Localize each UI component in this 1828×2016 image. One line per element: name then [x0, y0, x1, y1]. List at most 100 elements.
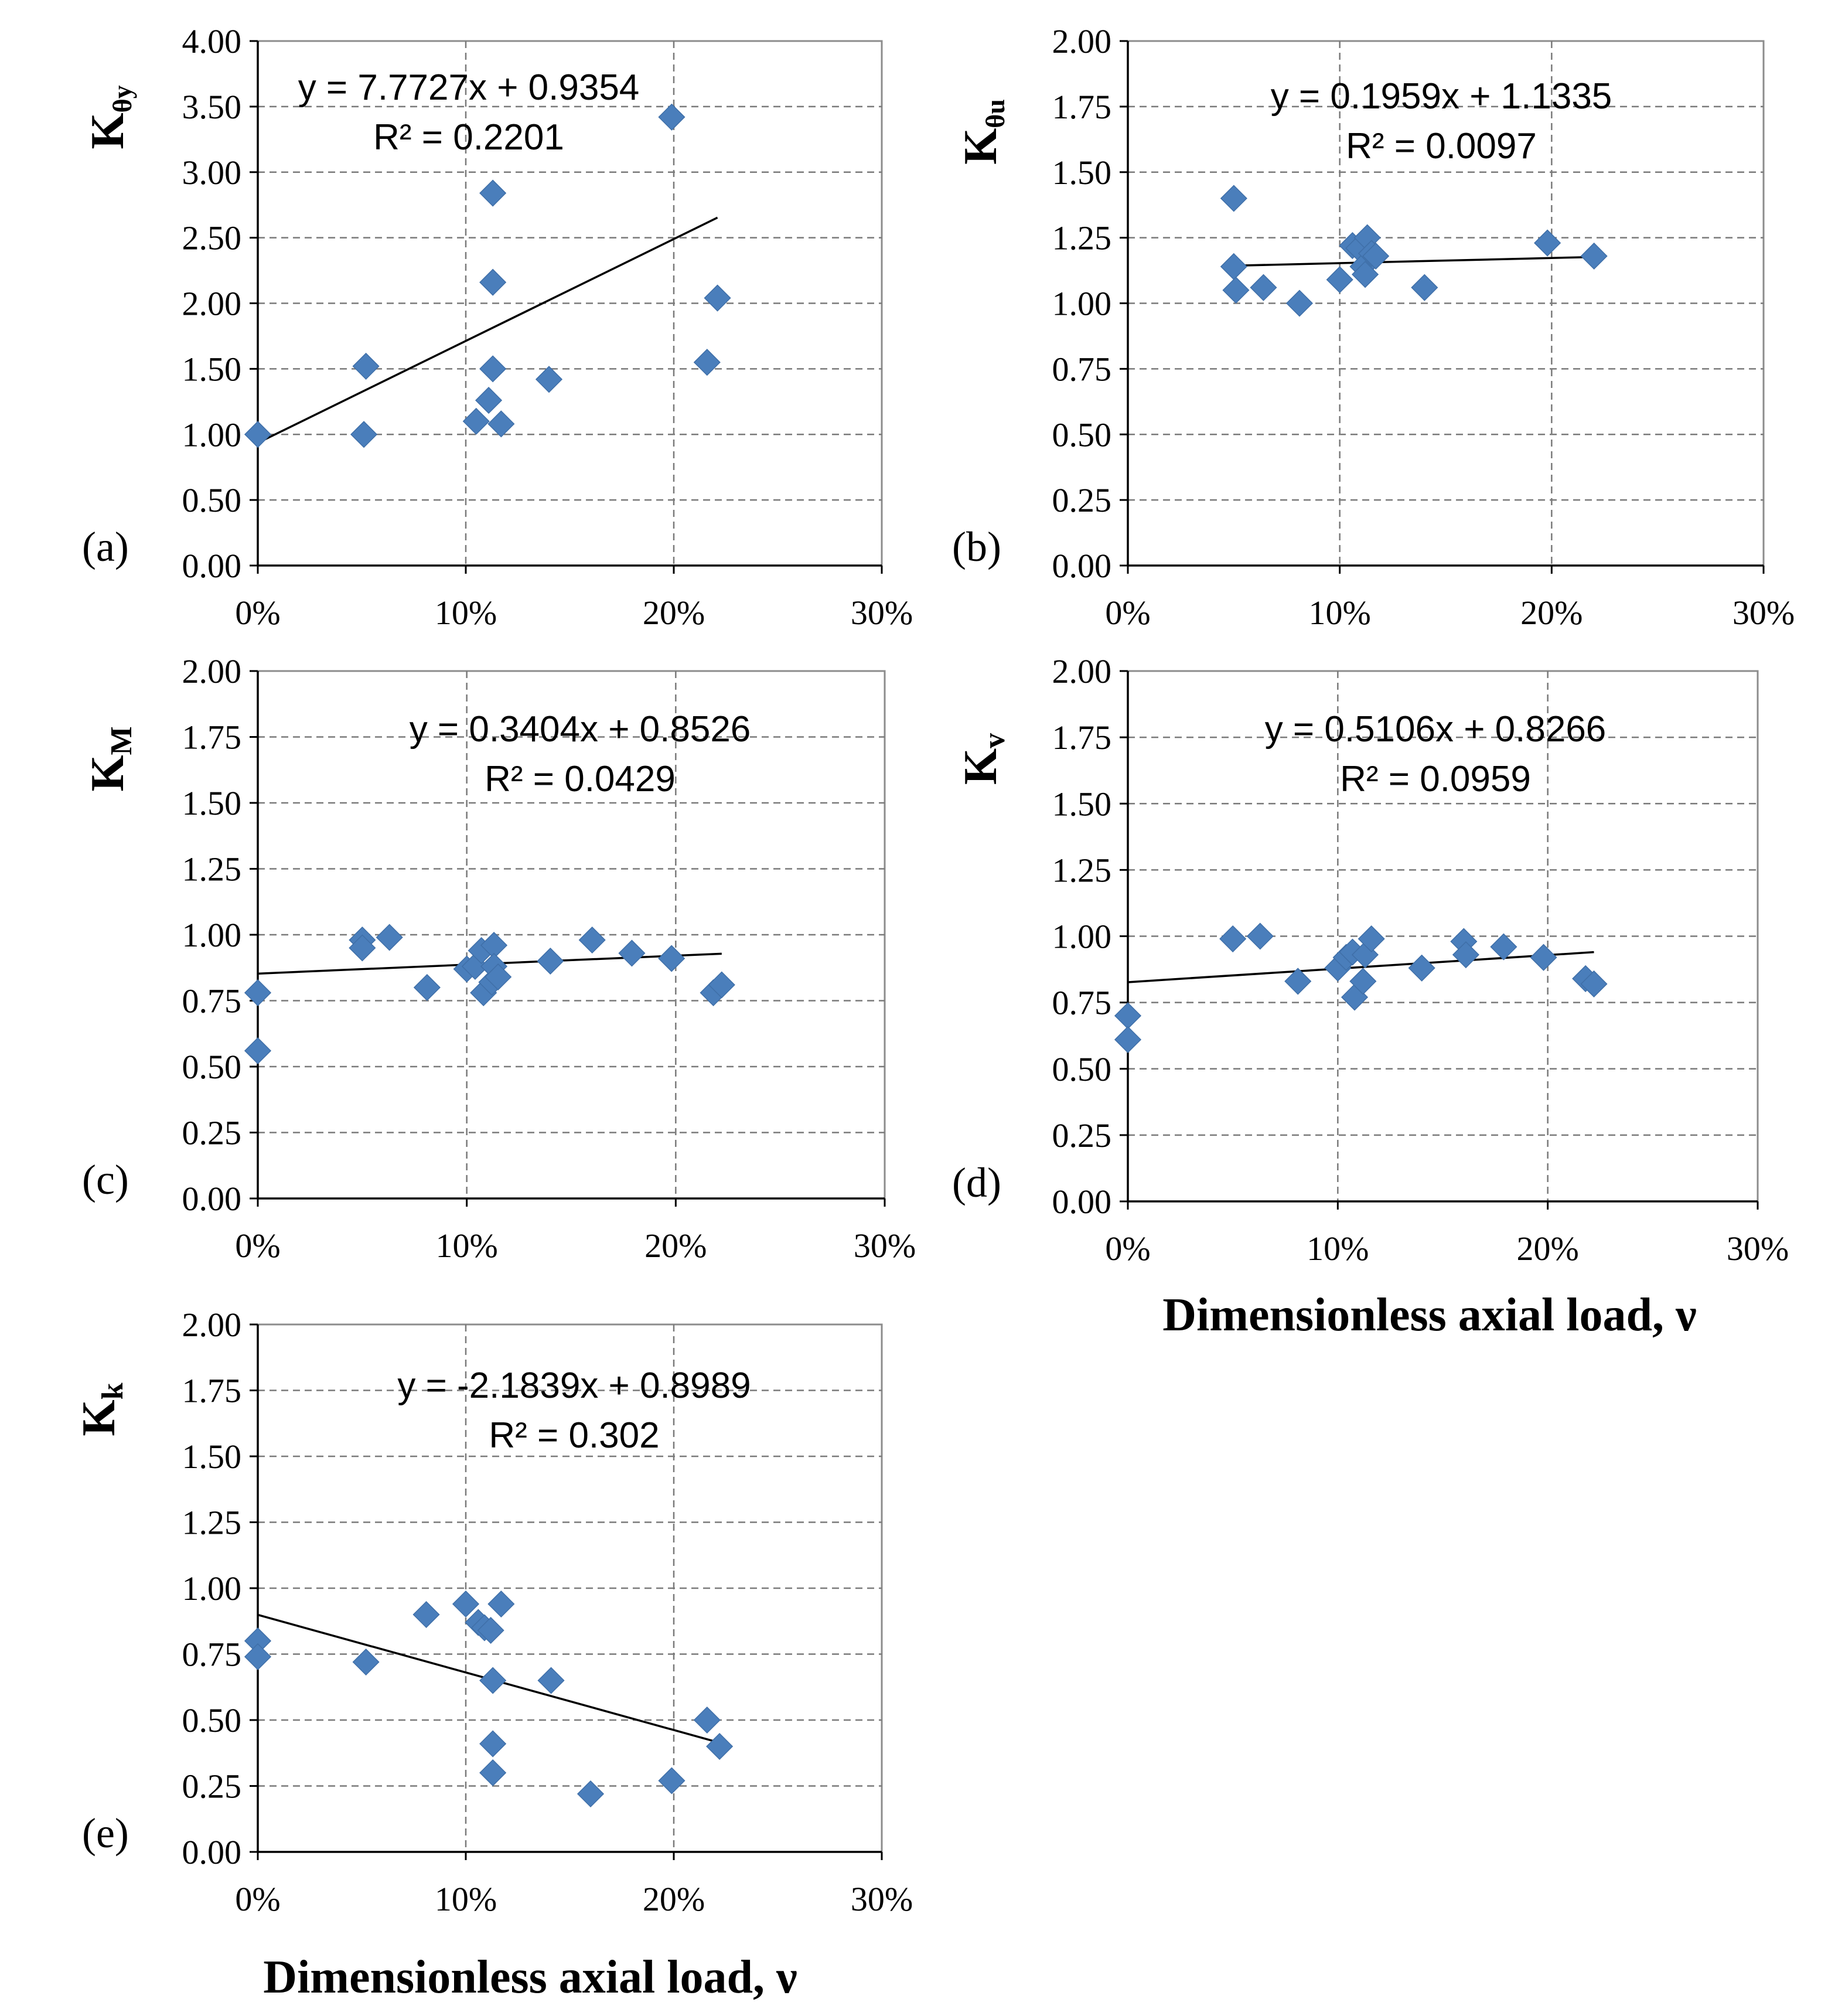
y-tick-label: 1.50: [1052, 154, 1112, 192]
chart-panel-4: 0.00 0.25 0.50 0.75 1.00 1.25 1.50 1.75 2.00 0% 10…: [952, 652, 1789, 1268]
y-tick-label: 0.50: [1052, 1050, 1112, 1088]
data-point: [452, 1590, 480, 1618]
y-tick-label: 1.50: [182, 350, 242, 388]
y-tick-label: 1.75: [182, 718, 242, 757]
trendline: [257, 216, 718, 444]
y-tick-label: 1.75: [1052, 718, 1112, 757]
data-point: [1580, 970, 1608, 998]
data-point: [535, 366, 563, 393]
data-point: [352, 352, 380, 380]
y-tick-label: 2.00: [1052, 652, 1112, 690]
y-tick-label: 0.25: [182, 1768, 242, 1806]
data-point: [1530, 944, 1557, 971]
data-point: [1411, 274, 1438, 301]
trend-equation: y = 0.1959x + 1.1335: [1271, 76, 1612, 117]
y-axis-label: Kv: [955, 733, 1011, 785]
x-tick-label: 10%: [436, 1227, 498, 1265]
y-tick-label: 0.75: [1052, 984, 1112, 1022]
y-tick-label: 1.00: [1052, 918, 1112, 956]
y-tick-label: 0.50: [182, 1048, 242, 1086]
y-tick-label: 2.00: [1052, 22, 1112, 60]
x-axis-label-bottom: Dimensionless axial load, ν: [263, 1952, 797, 2003]
x-tick-label: 30%: [854, 1227, 916, 1265]
data-point: [537, 1667, 565, 1694]
data-point: [413, 973, 441, 1002]
y-tick-label: 0.75: [1052, 350, 1112, 388]
trendline: [1233, 256, 1594, 267]
y-axis-label-subscript: θy: [107, 85, 137, 113]
panel-letter: (b): [952, 523, 1001, 570]
data-point: [244, 421, 272, 448]
y-tick-label: 1.50: [182, 784, 242, 822]
data-point: [479, 355, 507, 383]
data-point: [479, 1759, 507, 1787]
y-tick-label: 1.25: [1052, 851, 1112, 889]
data-point: [487, 410, 515, 438]
data-point: [658, 945, 686, 972]
y-tick-label: 1.50: [182, 1438, 242, 1476]
x-tick-label: 0%: [235, 594, 280, 632]
data-point: [477, 1616, 504, 1644]
data-point: [1284, 968, 1312, 995]
y-tick-label: 0.75: [182, 1636, 242, 1674]
y-tick-label: 1.00: [182, 1569, 242, 1608]
data-point: [1349, 968, 1377, 995]
y-tick-label: 0.25: [1052, 1116, 1112, 1155]
y-axis-label: Kθy: [82, 85, 137, 149]
data-point: [352, 1648, 380, 1676]
y-axis-label-main: K: [73, 1399, 125, 1436]
trendline: [1127, 951, 1594, 983]
data-point: [244, 979, 272, 1007]
y-axis-label-subscript: v: [978, 733, 1011, 748]
data-point: [1362, 242, 1390, 270]
y-tick-label: 0.75: [182, 982, 242, 1020]
chart-panel-2: 0.00 0.25 0.50 0.75 1.00 1.25 1.50 1.75 2.00 0% 10…: [952, 22, 1795, 632]
data-point: [1220, 253, 1247, 280]
x-tick-label: 10%: [435, 1880, 497, 1918]
x-tick-label: 0%: [1105, 1230, 1150, 1268]
data-point: [658, 103, 686, 131]
x-tick-label: 30%: [1727, 1230, 1789, 1268]
x-tick-label: 0%: [235, 1227, 280, 1265]
data-point: [1246, 922, 1274, 950]
y-axis-label-main: K: [955, 128, 1007, 165]
panel-letter: (a): [82, 523, 129, 570]
data-point: [577, 1780, 605, 1808]
data-point: [693, 349, 721, 376]
x-tick-label: 20%: [1517, 1230, 1579, 1268]
y-axis-label-subscript: M: [105, 726, 138, 755]
x-tick-label: 20%: [1520, 594, 1583, 632]
data-point: [1222, 277, 1250, 304]
y-tick-label: 1.00: [1052, 285, 1112, 323]
y-tick-label: 0.00: [1052, 1183, 1112, 1221]
y-axis-label-subscript: θu: [980, 99, 1010, 128]
data-point: [479, 1730, 507, 1758]
data-point: [350, 421, 378, 448]
data-point: [1580, 242, 1608, 270]
y-tick-label: 2.00: [182, 1306, 242, 1344]
data-point: [479, 268, 507, 296]
data-point: [1326, 266, 1353, 294]
y-tick-label: 1.25: [182, 1504, 242, 1542]
data-point: [658, 1767, 686, 1794]
x-tick-label: 20%: [643, 594, 705, 632]
y-axis-label-main: K: [955, 748, 1007, 785]
x-tick-label: 20%: [644, 1227, 707, 1265]
data-point: [1358, 925, 1385, 953]
data-point: [412, 1600, 440, 1629]
x-tick-label: 0%: [1105, 594, 1150, 632]
data-point: [693, 1706, 721, 1734]
data-point: [479, 179, 507, 207]
x-tick-label: 0%: [235, 1880, 280, 1918]
data-point: [537, 947, 564, 975]
data-point: [1219, 925, 1247, 953]
x-tick-label: 30%: [851, 1880, 913, 1918]
data-point: [1285, 290, 1314, 317]
x-tick-label: 30%: [851, 594, 913, 632]
y-tick-label: 1.75: [1052, 88, 1112, 126]
data-point: [1534, 229, 1561, 257]
y-tick-label: 1.25: [1052, 219, 1112, 257]
r-squared: R² = 0.2201: [373, 117, 564, 158]
data-point: [475, 387, 503, 414]
y-tick-label: 0.50: [1052, 416, 1112, 454]
